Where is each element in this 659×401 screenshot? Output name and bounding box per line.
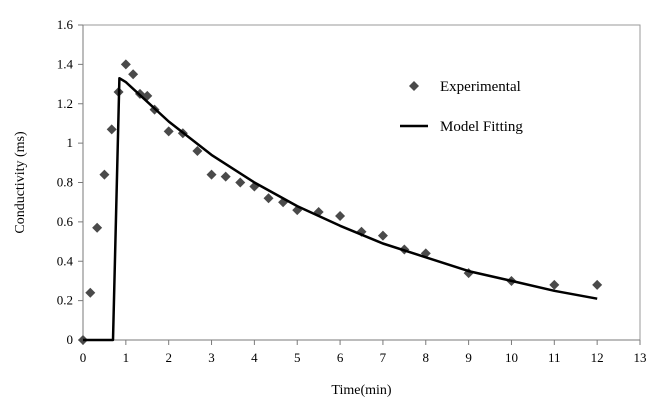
experimental-point	[128, 69, 139, 80]
x-tick-label: 4	[251, 350, 258, 365]
experimental-point	[335, 210, 346, 221]
x-tick-label: 9	[465, 350, 472, 365]
y-tick-label: 0	[67, 332, 74, 347]
y-tick-label: 0.4	[57, 253, 74, 268]
x-tick-label: 10	[505, 350, 518, 365]
experimental-point	[85, 287, 96, 298]
x-tick-label: 13	[634, 350, 647, 365]
x-tick-label: 7	[380, 350, 387, 365]
plot-area	[82, 24, 641, 341]
legend-label: Experimental	[440, 79, 521, 95]
legend-swatch-experimental	[409, 81, 419, 91]
x-tick-label: 0	[80, 350, 87, 365]
experimental-point	[120, 59, 131, 70]
experimental-point	[206, 169, 217, 180]
y-tick-label: 0.2	[57, 293, 73, 308]
tick-labels: 0 1 2 3 4 5 6 7 8 9 10 11 12 1300.20.40.60.811.21.41.…	[57, 17, 647, 365]
experimental-point	[99, 169, 110, 180]
legend-label: Model Fitting	[440, 119, 523, 135]
x-tick-label: 5	[294, 350, 301, 365]
legend: Experimental Model Fitting	[400, 79, 523, 135]
x-tick-label: 3	[208, 350, 215, 365]
y-tick-label: 1.6	[57, 17, 74, 32]
experimental-point	[592, 279, 603, 290]
plot-border	[82, 24, 641, 341]
experimental-point	[192, 146, 203, 156]
experimental-point	[106, 124, 117, 135]
y-tick-label: 0.6	[57, 214, 74, 229]
experimental-point	[263, 193, 274, 204]
x-tick-label: 6	[337, 350, 344, 365]
experimental-point	[235, 177, 246, 188]
experimental-point	[377, 230, 388, 241]
model-fitting-line	[83, 76, 598, 342]
experimental-point	[92, 222, 103, 233]
x-tick-label: 1	[123, 350, 130, 365]
y-tick-label: 0.8	[57, 175, 73, 190]
x-tick-label: 8	[423, 350, 430, 365]
y-axis-label: Conductivity (ms)	[13, 131, 28, 234]
experimental-point	[220, 171, 231, 182]
y-tick-label: 1.2	[57, 96, 73, 111]
experimental-point	[163, 126, 174, 137]
axes	[78, 24, 641, 345]
experimental-point	[549, 279, 560, 290]
x-tick-label: 11	[548, 350, 561, 365]
series-layer	[78, 59, 603, 345]
y-tick-label: 1.4	[57, 56, 74, 71]
y-tick-label: 1	[67, 135, 74, 150]
x-tick-label: 2	[165, 350, 172, 365]
x-axis-label: Time(min)	[331, 383, 391, 398]
x-tick-label: 12	[591, 350, 604, 365]
